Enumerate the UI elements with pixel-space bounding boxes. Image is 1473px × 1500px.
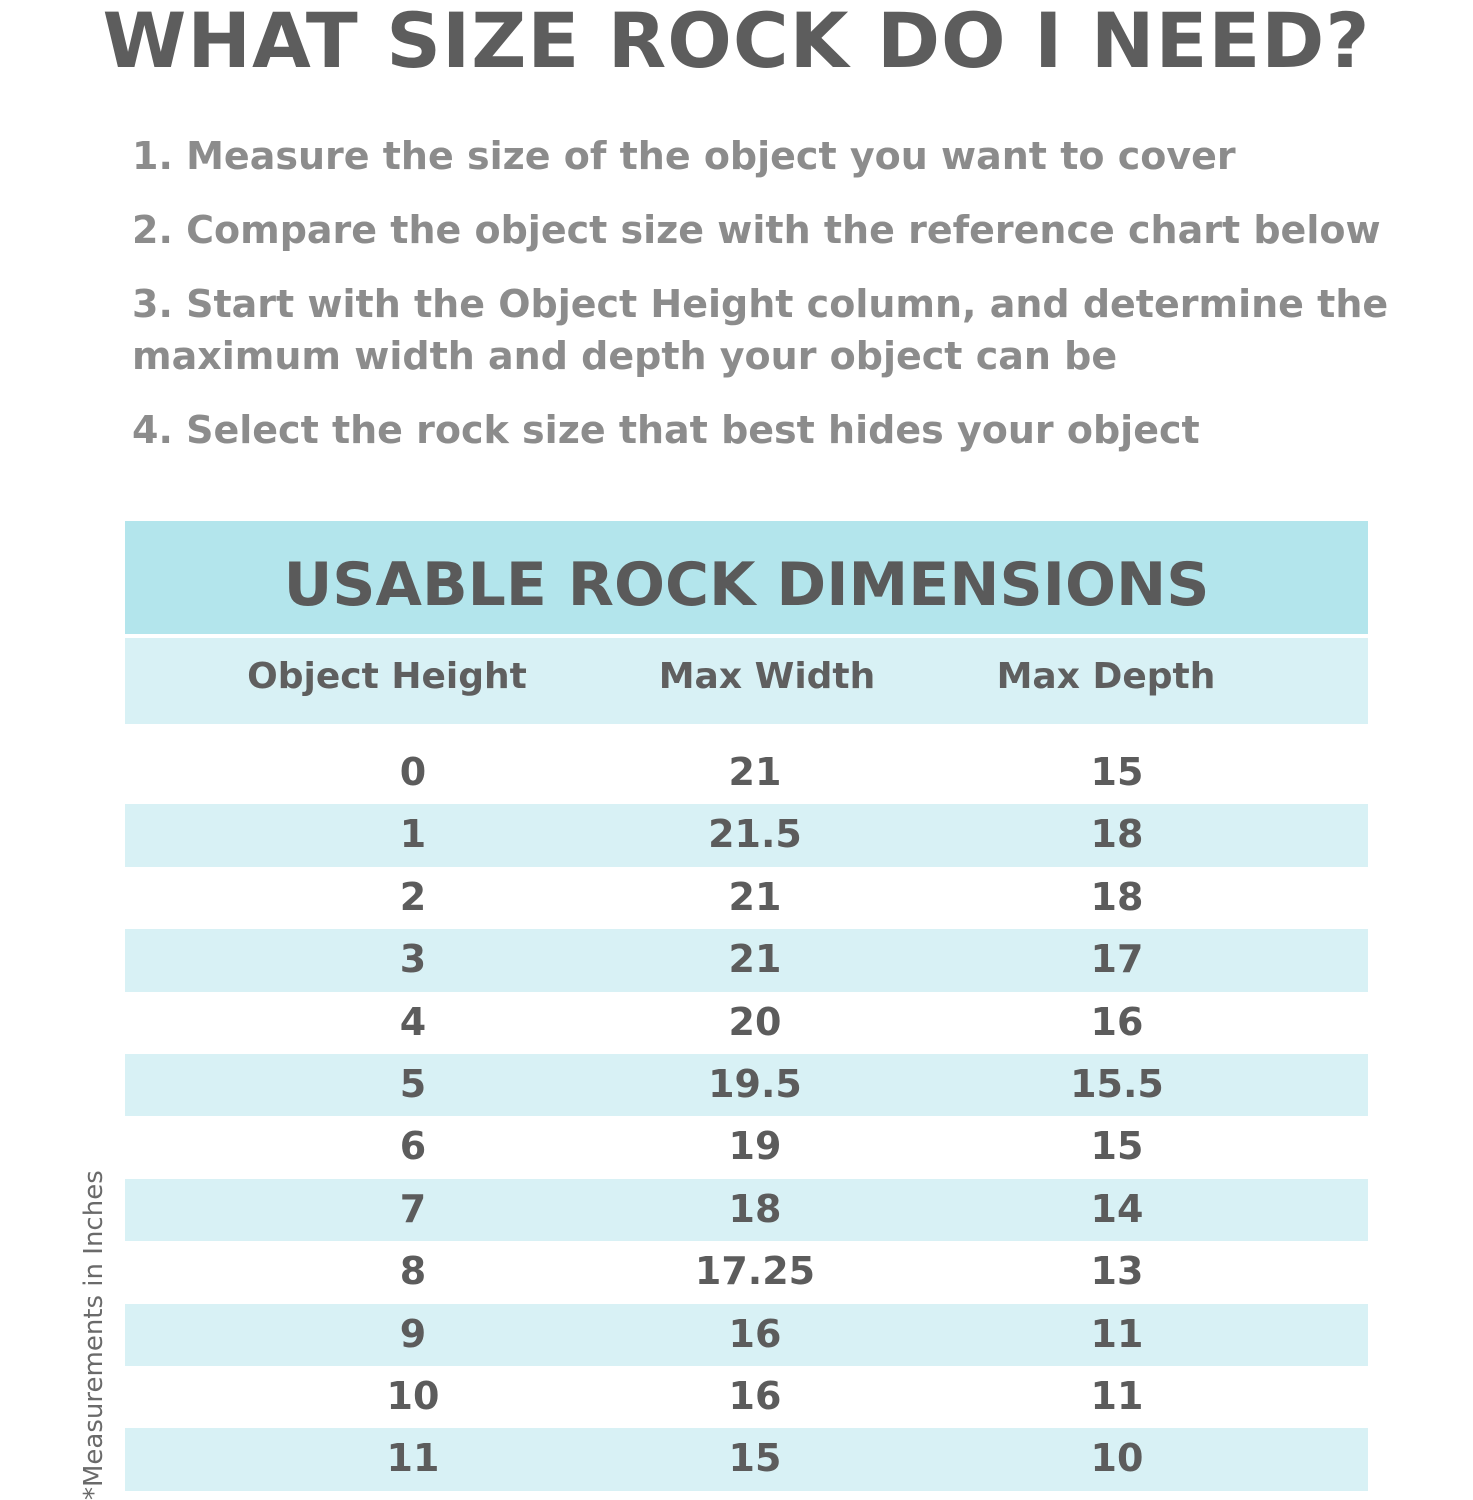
cell-max-depth: 15: [1090, 1124, 1144, 1169]
table-row: 4 20 16: [125, 992, 1368, 1054]
dimensions-table: USABLE ROCK DIMENSIONS Object Height Max…: [125, 521, 1368, 1491]
step-3: 3. Start with the Object Height column, …: [132, 282, 1389, 378]
cell-max-width: 16: [728, 1311, 782, 1356]
cell-object-height: 2: [399, 874, 427, 919]
table-title: USABLE ROCK DIMENSIONS: [125, 521, 1368, 634]
step-2: 2. Compare the object size with the refe…: [132, 208, 1381, 252]
cell-object-height: 6: [399, 1124, 427, 1169]
cell-object-height: 1: [399, 812, 427, 857]
cell-max-depth: 18: [1090, 874, 1144, 919]
cell-max-width: 20: [728, 999, 782, 1044]
cell-max-depth: 15.5: [1070, 1061, 1164, 1106]
cell-max-width: 21.5: [708, 812, 802, 857]
cell-max-width: 15: [728, 1436, 782, 1481]
cell-max-width: 21: [728, 937, 782, 982]
cell-max-depth: 10: [1090, 1436, 1144, 1481]
cell-max-depth: 11: [1090, 1311, 1144, 1356]
cell-max-depth: 13: [1090, 1249, 1144, 1294]
table-row: 8 17.25 13: [125, 1241, 1368, 1303]
cell-max-depth: 17: [1090, 937, 1144, 982]
cell-max-width: 19.5: [708, 1061, 802, 1106]
cell-object-height: 10: [386, 1373, 440, 1418]
cell-max-width: 19: [728, 1124, 782, 1169]
cell-max-width: 16: [728, 1373, 782, 1418]
cell-object-height: 9: [399, 1311, 427, 1356]
table-header: Object Height Max Width Max Depth: [125, 638, 1368, 724]
cell-max-depth: 18: [1090, 812, 1144, 857]
page-title: WHAT SIZE ROCK DO I NEED?: [102, 0, 1371, 85]
cell-object-height: 4: [399, 999, 427, 1044]
table-row: 2 21 18: [125, 867, 1368, 929]
instructions: 1. Measure the size of the object you wa…: [132, 130, 1432, 478]
table-row: 1 21.5 18: [125, 804, 1368, 867]
measurement-note: *Measurements in Inches: [79, 1170, 109, 1500]
table-row: 11 15 10: [125, 1428, 1368, 1491]
cell-object-height: 0: [399, 750, 427, 794]
table-row: 0 21 15: [125, 742, 1368, 804]
cell-max-width: 21: [728, 874, 782, 919]
cell-object-height: 11: [386, 1436, 440, 1481]
cell-object-height: 8: [399, 1249, 427, 1294]
step-1: 1. Measure the size of the object you wa…: [132, 134, 1236, 178]
step-4: 4. Select the rock size that best hides …: [132, 408, 1200, 452]
table-row: 3 21 17: [125, 929, 1368, 992]
cell-object-height: 5: [399, 1061, 427, 1106]
header-max-width: Max Width: [658, 656, 876, 697]
table-row: 7 18 14: [125, 1178, 1368, 1242]
cell-object-height: 7: [399, 1186, 427, 1231]
cell-max-depth: 11: [1090, 1373, 1144, 1418]
cell-max-depth: 14: [1090, 1186, 1144, 1231]
cell-max-width: 21: [728, 750, 782, 794]
cell-max-depth: 16: [1090, 999, 1144, 1044]
table-body: 0 21 15 1 21.5 18 2 21 18 3 21 17 4 20 16 5 19.5 15.5 6 19 1…: [125, 742, 1368, 1491]
header-object-height: Object Height: [247, 656, 527, 697]
cell-object-height: 3: [399, 937, 427, 982]
table-row: 9 16 11: [125, 1303, 1368, 1366]
table-row: 6 19 15: [125, 1116, 1368, 1178]
cell-max-width: 17.25: [694, 1249, 816, 1294]
header-max-depth: Max Depth: [996, 656, 1216, 697]
table-row: 5 19.5 15.5: [125, 1053, 1368, 1117]
cell-max-depth: 15: [1090, 750, 1144, 794]
cell-max-width: 18: [728, 1186, 782, 1231]
table-row: 10 16 11: [125, 1366, 1368, 1428]
